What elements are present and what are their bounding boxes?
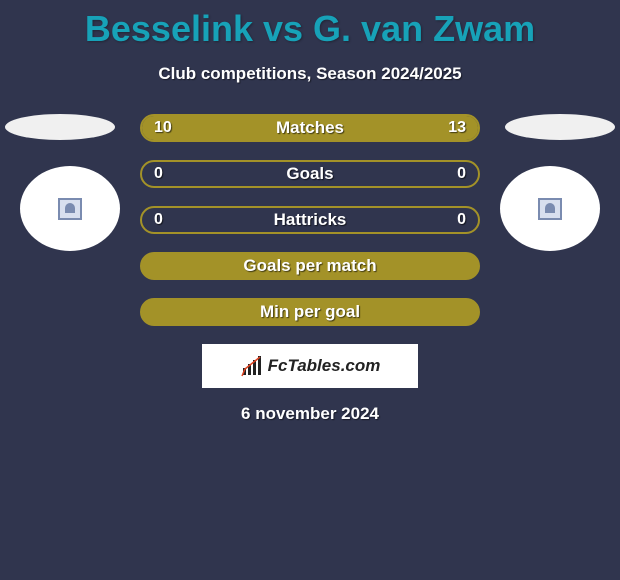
bar-chart-icon (240, 354, 264, 378)
flag-right-ellipse (505, 114, 615, 140)
stat-value-left: 0 (154, 211, 163, 229)
stat-row: 0 0 Goals (140, 160, 480, 188)
stat-label: Matches (276, 118, 344, 138)
page-subtitle: Club competitions, Season 2024/2025 (0, 64, 620, 84)
stat-value-right: 0 (457, 211, 466, 229)
stat-value-left: 0 (154, 165, 163, 183)
stat-bars: 10 13 Matches 0 0 Goals 0 0 Hattricks Goals per m… (140, 114, 480, 326)
player-right-avatar (500, 166, 600, 251)
stat-row: Min per goal (140, 298, 480, 326)
stat-value-left: 10 (154, 119, 172, 137)
stat-value-right: 0 (457, 165, 466, 183)
stat-row: 10 13 Matches (140, 114, 480, 142)
stat-label: Min per goal (260, 302, 360, 322)
player-left-avatar (20, 166, 120, 251)
stat-label: Hattricks (274, 210, 347, 230)
stat-row: 0 0 Hattricks (140, 206, 480, 234)
brand-logo: FcTables.com (202, 344, 418, 388)
flag-left-ellipse (5, 114, 115, 140)
brand-logo-text: FcTables.com (268, 356, 381, 376)
date-label: 6 november 2024 (0, 404, 620, 424)
page-title: Besselink vs G. van Zwam (0, 0, 620, 50)
comparison-stage: 10 13 Matches 0 0 Goals 0 0 Hattricks Goals per m… (0, 114, 620, 424)
stat-row: Goals per match (140, 252, 480, 280)
placeholder-image-icon (538, 198, 562, 220)
placeholder-image-icon (58, 198, 82, 220)
stat-label: Goals (286, 164, 333, 184)
stat-label: Goals per match (243, 256, 376, 276)
stat-value-right: 13 (448, 119, 466, 137)
